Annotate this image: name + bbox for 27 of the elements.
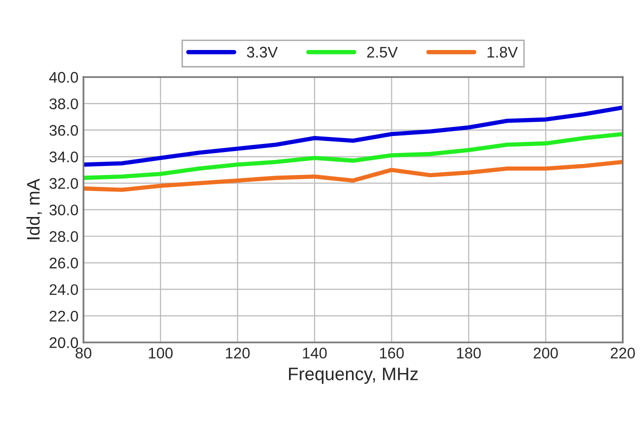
line-series [83,160,623,192]
legend-label: 1.8V [488,46,518,58]
x-tick-label: 220 [610,348,635,358]
x-tick-label: 100 [148,348,173,358]
y-tick-label: 20.0 [50,337,78,348]
y-tick-label: 32.0 [49,178,78,189]
y-tick-label: 34.0 [49,152,78,162]
y-tick-label: 36.0 [49,124,78,136]
x-tick-label: 120 [226,348,250,358]
y-axis-title: Idd, mA [26,178,42,240]
x-tick-label: 180 [457,348,481,358]
y-tick-label: 30.0 [49,204,78,216]
x-tick-label: 80 [76,348,92,358]
x-tick-label: 200 [534,348,558,358]
line-series [83,105,623,167]
legend-label: 2.5V [367,46,398,58]
legend-label: 3.3V [246,46,278,58]
y-tick-label: 24.0 [50,284,78,296]
x-axis-title: Frequency, MHz [289,368,418,384]
y-tick-label: 40.0 [49,72,78,83]
y-tick-label: 22.0 [50,310,78,322]
y-tick-label: 28.0 [50,231,78,242]
line-series [83,132,623,180]
x-tick-label: 160 [380,348,404,358]
y-tick-label: 26.0 [50,258,78,268]
x-tick-label: 140 [303,348,327,358]
y-tick-label: 38.0 [49,98,78,110]
